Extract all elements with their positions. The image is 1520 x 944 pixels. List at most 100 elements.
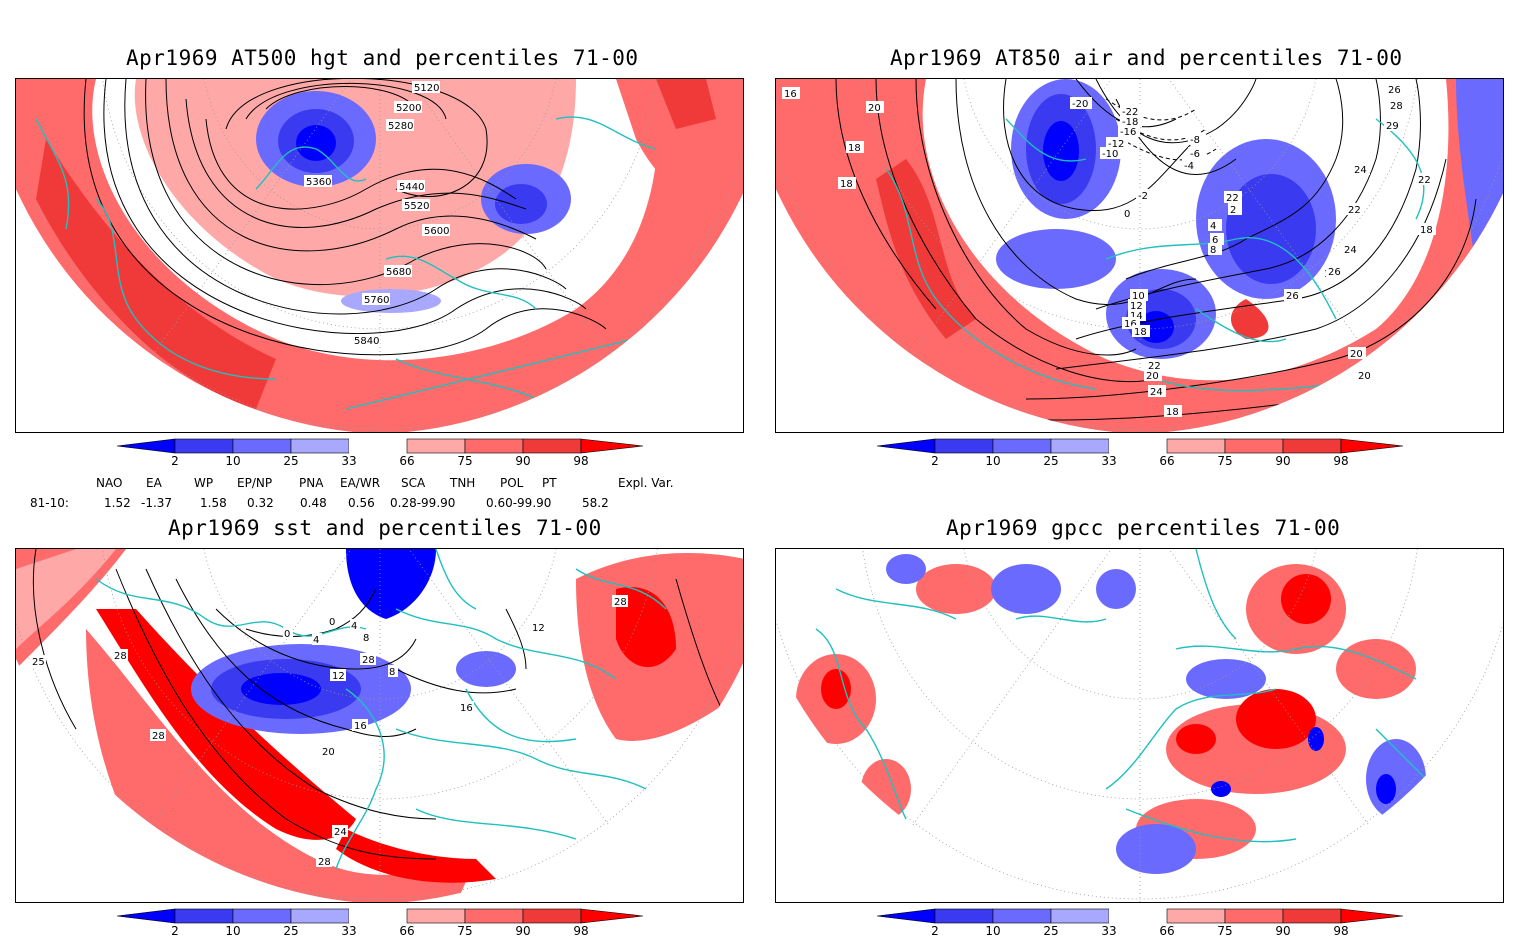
contour-label-air: 24	[1354, 165, 1367, 176]
contour-label-hgt: 5760	[364, 295, 389, 306]
colorbar-swatches	[877, 438, 1403, 454]
teleconn-header: SCA	[401, 476, 426, 490]
colorbar-label: 2	[931, 454, 939, 468]
contour-label-air: 20	[1358, 371, 1371, 382]
colorbar-label: 33	[1101, 454, 1117, 468]
colorbar-label: 90	[515, 454, 531, 468]
contour-label-sst: 28	[362, 655, 375, 666]
contour-label-air: -4	[1184, 161, 1194, 172]
title-sst: Apr1969 sst and percentiles 71-00	[168, 516, 602, 540]
contour-label-sst: 28	[614, 597, 627, 608]
contour-label-sst: 28	[318, 857, 331, 868]
contour-label-hgt: 5200	[396, 103, 421, 114]
contour-label-sst: 24	[334, 827, 347, 838]
map-sst-canvas: 0 0 4 4 8 12 16 20 24 28 28 12 16 25 28 …	[16, 549, 743, 902]
contour-label-sst: 28	[114, 651, 127, 662]
map-gpcc	[775, 548, 1504, 903]
contour-label-air: 18	[848, 143, 861, 154]
colorbar-label: 25	[1043, 454, 1059, 468]
map-gpcc-canvas	[776, 549, 1503, 902]
contour-label-sst: 25	[32, 657, 45, 668]
contour-label-air: 24	[1344, 245, 1357, 256]
contour-label-air: 22	[1418, 175, 1431, 186]
title-air: Apr1969 AT850 air and percentiles 71-00	[890, 46, 1403, 70]
contour-label-hgt: 5600	[424, 226, 449, 237]
teleconn-header: EA/WR	[340, 476, 381, 490]
contour-label-sst: 28	[152, 731, 165, 742]
contour-label-air: -2	[1138, 191, 1148, 202]
colorbar-label: 10	[985, 924, 1001, 938]
teleconn-header: EA	[146, 476, 162, 490]
contour-label-air: -20	[1072, 99, 1088, 110]
colorbar-label: 98	[1333, 924, 1349, 938]
colorbar-label: 66	[1159, 454, 1175, 468]
teleconn-header: TNH	[450, 476, 476, 490]
contour-label-air: 22	[1226, 193, 1239, 204]
contour-label-sst: 16	[460, 703, 473, 714]
contour-label-air: 20	[868, 103, 881, 114]
teleconn-value: 1.58	[200, 496, 227, 510]
contour-label-air: 6	[1212, 235, 1218, 246]
map-sst: 0 0 4 4 8 12 16 20 24 28 28 12 16 25 28 …	[15, 548, 744, 903]
colorbar-label: 66	[1159, 924, 1175, 938]
teleconn-value: 0.48	[300, 496, 327, 510]
contour-label-hgt: 5840	[354, 336, 379, 347]
contour-label-sst: 20	[322, 747, 335, 758]
teleconn-value: 0.32	[247, 496, 274, 510]
colorbar-label: 98	[573, 924, 589, 938]
contour-label-air: 26	[1388, 85, 1401, 96]
colorbar-label: 33	[341, 924, 357, 938]
teleconn-header: PNA	[299, 476, 324, 490]
contour-label-air: 16	[1124, 319, 1137, 330]
colorbar-label: 25	[1043, 924, 1059, 938]
title-gpcc: Apr1969 gpcc percentiles 71-00	[946, 516, 1341, 540]
contour-label-air: 18	[1134, 327, 1147, 338]
colorbar-swatches	[117, 438, 643, 454]
contour-label-air: 26	[1328, 267, 1341, 278]
contour-label-air: 22	[1148, 361, 1161, 372]
colorbar-label: 90	[1275, 454, 1291, 468]
contour-label-air: 0	[1124, 209, 1130, 220]
teleconn-value: 0.60-99.90	[486, 496, 552, 510]
map-hgt: 5120 5200 5280 5360 5440 5520 5600 5680 …	[15, 78, 744, 433]
colorbar-swatches	[877, 908, 1403, 924]
contour-label-air: 8	[1210, 245, 1216, 256]
contour-label-air: -10	[1102, 149, 1118, 160]
title-hgt: Apr1969 AT500 hgt and percentiles 71-00	[126, 46, 639, 70]
contour-label-air: 18	[1420, 225, 1433, 236]
contour-label-air: -22	[1122, 107, 1138, 118]
contour-label-air: 12	[1130, 301, 1143, 312]
contour-label-air: -6	[1190, 149, 1200, 160]
teleconn-header: NAO	[96, 476, 123, 490]
teleconn-value: 58.2	[582, 496, 609, 510]
contour-label-air: 4	[1210, 221, 1216, 232]
colorbar-label: 10	[225, 924, 241, 938]
colorbar-label: 75	[1217, 454, 1233, 468]
contour-label-hgt: 5680	[386, 267, 411, 278]
colorbar-label: 33	[341, 454, 357, 468]
colorbar-label: 10	[225, 454, 241, 468]
colorbar-label: 90	[515, 924, 531, 938]
contour-label-air: 14	[1130, 311, 1143, 322]
contour-label-hgt: 5120	[414, 83, 439, 94]
contour-label-sst: 12	[532, 623, 545, 634]
colorbar-label: 98	[573, 454, 589, 468]
colorbar-label: 33	[1101, 924, 1117, 938]
colorbar-label: 25	[283, 454, 299, 468]
contour-label-sst: 12	[332, 671, 345, 682]
contour-label-air: -12	[1108, 139, 1124, 150]
teleconn-header: PT	[542, 476, 557, 490]
contour-label-sst: 8	[389, 667, 395, 678]
contour-label-air: 20	[1350, 349, 1363, 360]
contour-label-air: 20	[1146, 371, 1159, 382]
teleconnection-table: NAO EA WP EP/NP PNA EA/WR SCA TNH POL PT…	[0, 472, 760, 512]
contour-label-air: 22	[1348, 205, 1361, 216]
contour-label-hgt: 5520	[404, 201, 429, 212]
contour-label-air: 28	[1390, 101, 1403, 112]
teleconn-header: EP/NP	[237, 476, 273, 490]
contour-label-air: -18	[1122, 117, 1138, 128]
contour-label-air: 10	[1132, 291, 1145, 302]
colorbar-label: 90	[1275, 924, 1291, 938]
colorbar-label: 98	[1333, 454, 1349, 468]
map-air-canvas: 16 20 18 18 -20 -22 -18 -16 -12 -10 -8 -…	[776, 79, 1503, 432]
